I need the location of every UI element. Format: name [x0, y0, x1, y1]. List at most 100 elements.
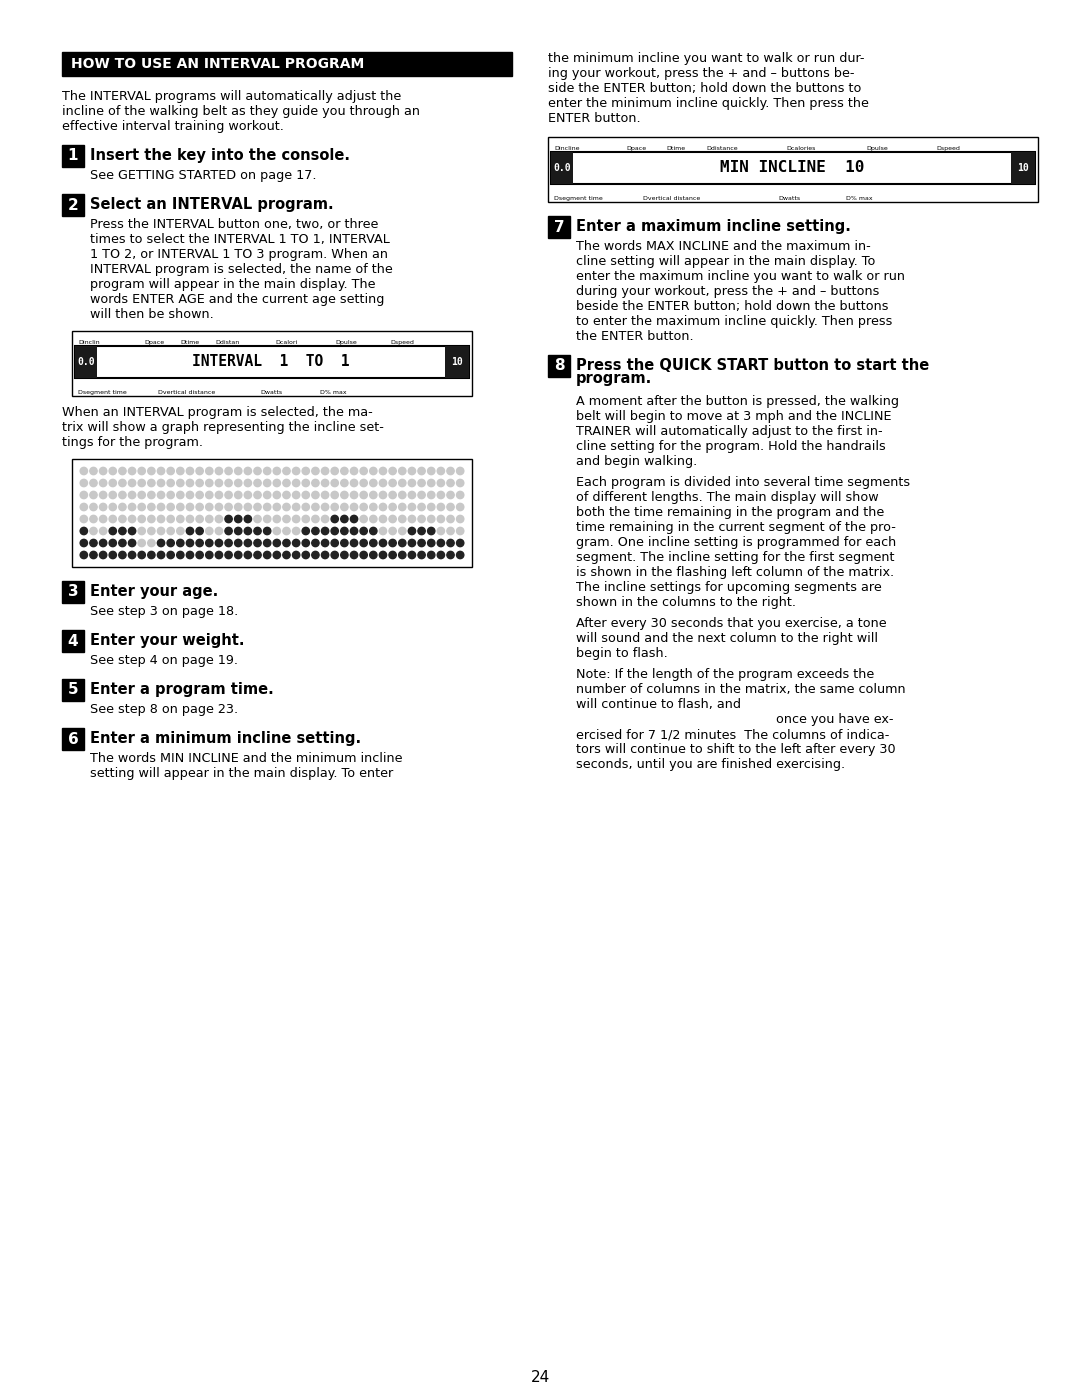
Bar	[72, 331, 472, 395]
Circle shape	[205, 479, 213, 486]
Circle shape	[418, 527, 426, 535]
Circle shape	[109, 503, 117, 511]
Circle shape	[418, 492, 426, 499]
Text: Dpulse: Dpulse	[335, 339, 356, 345]
Circle shape	[225, 479, 232, 486]
Circle shape	[350, 515, 357, 522]
Circle shape	[138, 515, 146, 522]
Circle shape	[322, 503, 328, 511]
Circle shape	[90, 492, 97, 499]
Text: seconds, until you are finished exercising.: seconds, until you are finished exercisi…	[576, 759, 846, 771]
Circle shape	[302, 515, 310, 522]
Circle shape	[437, 468, 445, 475]
Text: cline setting will appear in the main display. To: cline setting will appear in the main di…	[576, 256, 876, 268]
Circle shape	[195, 515, 203, 522]
Circle shape	[369, 552, 377, 559]
Circle shape	[408, 468, 416, 475]
Text: Dcalori: Dcalori	[275, 339, 297, 345]
Circle shape	[244, 515, 252, 522]
Circle shape	[447, 527, 455, 535]
Text: incline of the walking belt as they guide you through an: incline of the walking belt as they guid…	[62, 105, 420, 117]
Circle shape	[273, 468, 281, 475]
Circle shape	[215, 527, 222, 535]
Circle shape	[254, 492, 261, 499]
Text: setting will appear in the main display. To enter: setting will appear in the main display.…	[90, 767, 393, 780]
Circle shape	[332, 503, 338, 511]
Circle shape	[340, 515, 348, 522]
Circle shape	[360, 503, 367, 511]
Circle shape	[195, 468, 203, 475]
Circle shape	[389, 527, 396, 535]
Text: will continue to flash, and: will continue to flash, and	[576, 698, 741, 711]
Text: and begin walking.: and begin walking.	[576, 455, 698, 468]
Bar	[62, 581, 84, 604]
Circle shape	[350, 527, 357, 535]
Circle shape	[177, 479, 184, 486]
Circle shape	[293, 503, 300, 511]
Circle shape	[418, 539, 426, 546]
Text: Insert the key into the console.: Insert the key into the console.	[90, 148, 350, 163]
Circle shape	[312, 552, 319, 559]
Text: time remaining in the current segment of the pro-: time remaining in the current segment of…	[576, 521, 896, 534]
Circle shape	[119, 479, 126, 486]
Text: See step 8 on page 23.: See step 8 on page 23.	[90, 703, 238, 717]
Circle shape	[119, 515, 126, 522]
Circle shape	[418, 552, 426, 559]
Circle shape	[340, 552, 348, 559]
Circle shape	[264, 515, 271, 522]
Circle shape	[215, 492, 222, 499]
Circle shape	[293, 515, 300, 522]
Circle shape	[312, 468, 319, 475]
Circle shape	[109, 539, 117, 546]
Circle shape	[457, 479, 463, 486]
Circle shape	[109, 515, 117, 522]
Circle shape	[138, 527, 146, 535]
Text: the minimum incline you want to walk or run dur-: the minimum incline you want to walk or …	[548, 52, 864, 66]
Circle shape	[447, 492, 455, 499]
Circle shape	[234, 552, 242, 559]
Circle shape	[437, 552, 445, 559]
Circle shape	[293, 552, 300, 559]
Circle shape	[177, 552, 184, 559]
Bar	[548, 137, 1038, 203]
Circle shape	[283, 468, 291, 475]
Text: Dincline: Dincline	[554, 147, 580, 151]
Circle shape	[205, 503, 213, 511]
Text: during your workout, press the + and – buttons: during your workout, press the + and – b…	[576, 285, 879, 298]
Bar	[62, 728, 84, 750]
Circle shape	[283, 492, 291, 499]
Circle shape	[148, 479, 156, 486]
Text: program will appear in the main display. The: program will appear in the main display.…	[90, 278, 376, 291]
Circle shape	[158, 515, 164, 522]
Circle shape	[205, 527, 213, 535]
Circle shape	[389, 479, 396, 486]
Circle shape	[215, 468, 222, 475]
Circle shape	[360, 539, 367, 546]
Text: 1 TO 2, or INTERVAL 1 TO 3 program. When an: 1 TO 2, or INTERVAL 1 TO 3 program. When…	[90, 249, 388, 261]
Circle shape	[283, 552, 291, 559]
Text: Dtime: Dtime	[180, 339, 199, 345]
Circle shape	[90, 552, 97, 559]
Text: 1: 1	[68, 148, 78, 163]
Text: words ENTER AGE and the current age setting: words ENTER AGE and the current age sett…	[90, 293, 384, 306]
Circle shape	[322, 492, 328, 499]
Text: once you have ex-: once you have ex-	[576, 712, 893, 726]
Circle shape	[302, 527, 310, 535]
Bar	[75, 346, 97, 379]
Circle shape	[457, 515, 463, 522]
Circle shape	[302, 552, 310, 559]
Circle shape	[119, 492, 126, 499]
Circle shape	[312, 539, 319, 546]
Circle shape	[215, 515, 222, 522]
Circle shape	[399, 492, 406, 499]
Circle shape	[302, 492, 310, 499]
Circle shape	[273, 552, 281, 559]
Text: Note: If the length of the program exceeds the: Note: If the length of the program excee…	[576, 668, 874, 680]
Circle shape	[244, 503, 252, 511]
Circle shape	[379, 479, 387, 486]
Circle shape	[158, 527, 164, 535]
Circle shape	[254, 539, 261, 546]
Circle shape	[177, 515, 184, 522]
Text: After every 30 seconds that you exercise, a tone: After every 30 seconds that you exercise…	[576, 617, 887, 630]
Circle shape	[80, 492, 87, 499]
